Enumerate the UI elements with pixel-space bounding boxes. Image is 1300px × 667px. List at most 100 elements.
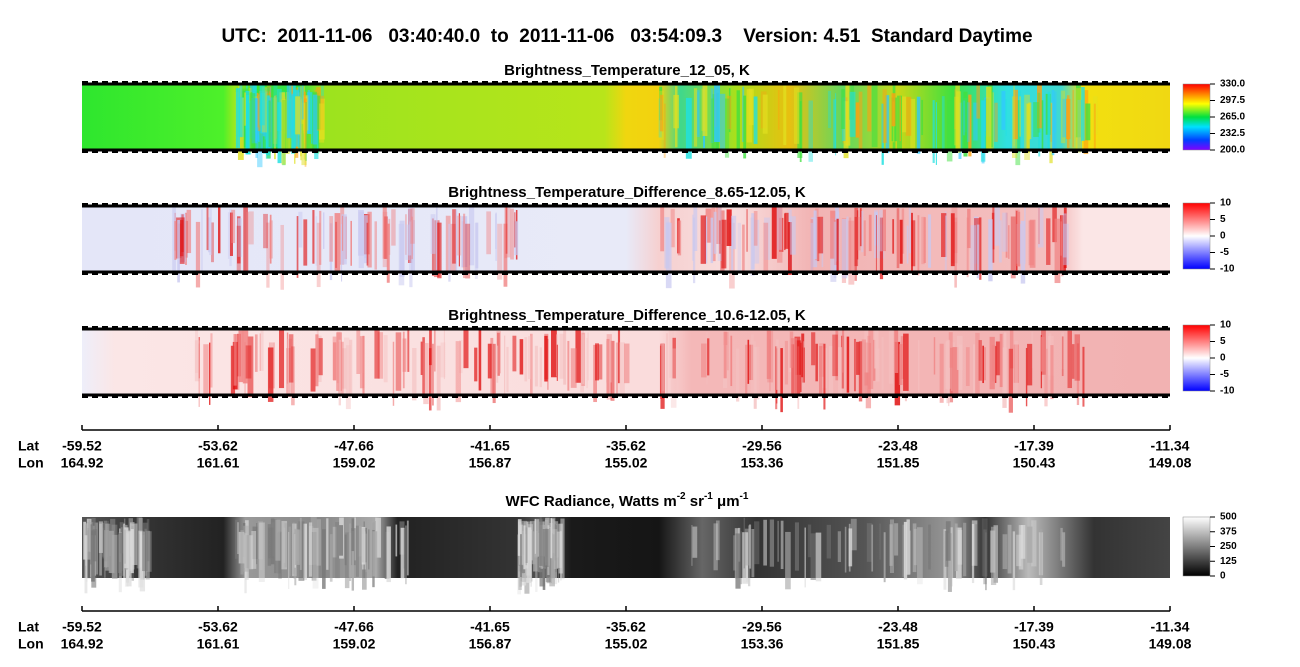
swath-streak bbox=[1016, 90, 1021, 153]
swath-streak bbox=[810, 219, 814, 272]
swath-streak bbox=[873, 339, 876, 381]
swath-streak bbox=[711, 207, 716, 262]
swath-streak bbox=[1076, 343, 1080, 406]
swath-streak bbox=[963, 100, 966, 136]
swath-streak bbox=[1019, 96, 1021, 137]
swath-streak bbox=[941, 96, 945, 151]
swath-streak bbox=[800, 342, 802, 392]
swath-streak bbox=[784, 213, 786, 251]
swath-streak bbox=[948, 332, 953, 368]
swath-streak bbox=[505, 206, 508, 254]
swath-streak bbox=[496, 331, 501, 374]
swath-streak bbox=[495, 212, 497, 261]
swath-streak bbox=[980, 100, 986, 162]
swath-streak bbox=[685, 97, 692, 159]
swath-streak bbox=[882, 209, 886, 252]
swath-streak bbox=[300, 100, 302, 157]
swath-streak bbox=[941, 213, 947, 258]
swath-streak bbox=[777, 520, 779, 562]
swath-streak bbox=[316, 222, 321, 288]
swath-streak bbox=[1028, 102, 1032, 140]
swath-streak bbox=[892, 219, 895, 254]
swath-streak bbox=[258, 522, 265, 582]
swath-streak bbox=[209, 208, 212, 256]
swath-streak bbox=[1027, 343, 1033, 386]
swath-streak bbox=[1049, 103, 1053, 142]
swath-streak bbox=[723, 331, 727, 379]
swath-streak bbox=[517, 519, 522, 556]
swath-streak bbox=[663, 103, 666, 158]
swath-streak bbox=[238, 330, 244, 383]
swath-streak bbox=[1062, 532, 1066, 567]
swath-streak bbox=[763, 519, 767, 566]
swath-streak bbox=[889, 519, 895, 574]
swath-streak bbox=[1061, 332, 1065, 370]
swath-streak bbox=[718, 220, 721, 254]
lat-tick-label: -41.65 bbox=[470, 619, 510, 635]
swath-streak bbox=[273, 97, 278, 144]
swath-streak bbox=[808, 100, 813, 162]
swath-streak bbox=[1061, 336, 1064, 377]
swath-streak bbox=[358, 209, 364, 256]
swath-streak bbox=[1001, 90, 1006, 130]
swath-streak bbox=[973, 102, 978, 141]
colorbar bbox=[1182, 324, 1211, 392]
swath-streak bbox=[539, 347, 542, 388]
swath-streak bbox=[452, 209, 457, 264]
swath-streak bbox=[867, 84, 872, 132]
swath-streak bbox=[751, 213, 755, 270]
swath-streak bbox=[906, 519, 910, 575]
swath-streak bbox=[984, 347, 986, 381]
swath-streak bbox=[335, 522, 340, 579]
swath-streak bbox=[728, 88, 731, 133]
swath-streak bbox=[277, 102, 282, 164]
swath-streak bbox=[474, 347, 478, 382]
swath-streak bbox=[1017, 211, 1021, 267]
swath-streak bbox=[504, 206, 508, 259]
swath-streak bbox=[435, 207, 438, 270]
swath-streak bbox=[527, 524, 534, 561]
swath-streak bbox=[108, 530, 114, 573]
swath-streak bbox=[726, 209, 732, 246]
swath-streak bbox=[520, 534, 522, 578]
swath-streak bbox=[966, 99, 968, 137]
swath-streak bbox=[398, 223, 405, 286]
swath-streak bbox=[857, 217, 861, 251]
swath-streak bbox=[329, 223, 333, 281]
swath-streak bbox=[939, 343, 944, 403]
swath-streak bbox=[249, 535, 254, 570]
lat-tick-label: -23.48 bbox=[878, 619, 918, 635]
swath-streak bbox=[832, 334, 838, 377]
swath-streak bbox=[670, 348, 677, 408]
swath-streak bbox=[854, 207, 859, 267]
swath-streak bbox=[883, 532, 886, 583]
swath-streak bbox=[275, 95, 277, 139]
swath-streak bbox=[710, 98, 714, 152]
swath-streak bbox=[350, 220, 352, 266]
panel-title: Brightness_Temperature_12_05, K bbox=[504, 62, 750, 79]
swath-streak bbox=[871, 84, 878, 148]
swath-streak bbox=[963, 91, 968, 157]
swath-streak bbox=[1027, 526, 1033, 563]
lat-tick-label: -11.34 bbox=[1151, 438, 1190, 454]
swath-streak bbox=[294, 96, 301, 135]
swath-streak bbox=[928, 214, 932, 268]
swath-streak bbox=[98, 521, 103, 553]
swath-streak bbox=[307, 89, 311, 134]
swath-streak bbox=[1013, 344, 1019, 383]
swath-streak bbox=[307, 92, 314, 135]
swath-streak bbox=[918, 340, 920, 392]
colorbar-tick-label: -10 bbox=[1220, 264, 1235, 275]
swath-streak bbox=[268, 100, 271, 147]
swath-streak bbox=[979, 217, 982, 280]
lat-tick-label: -29.56 bbox=[742, 619, 782, 635]
swath-streak bbox=[266, 95, 270, 156]
swath-streak bbox=[544, 335, 548, 382]
swath-streak bbox=[668, 329, 674, 378]
swath-streak bbox=[659, 94, 664, 132]
swath-streak bbox=[519, 339, 524, 375]
swath-streak bbox=[181, 214, 184, 253]
swath-streak bbox=[231, 209, 236, 244]
swath-streak bbox=[746, 209, 748, 252]
